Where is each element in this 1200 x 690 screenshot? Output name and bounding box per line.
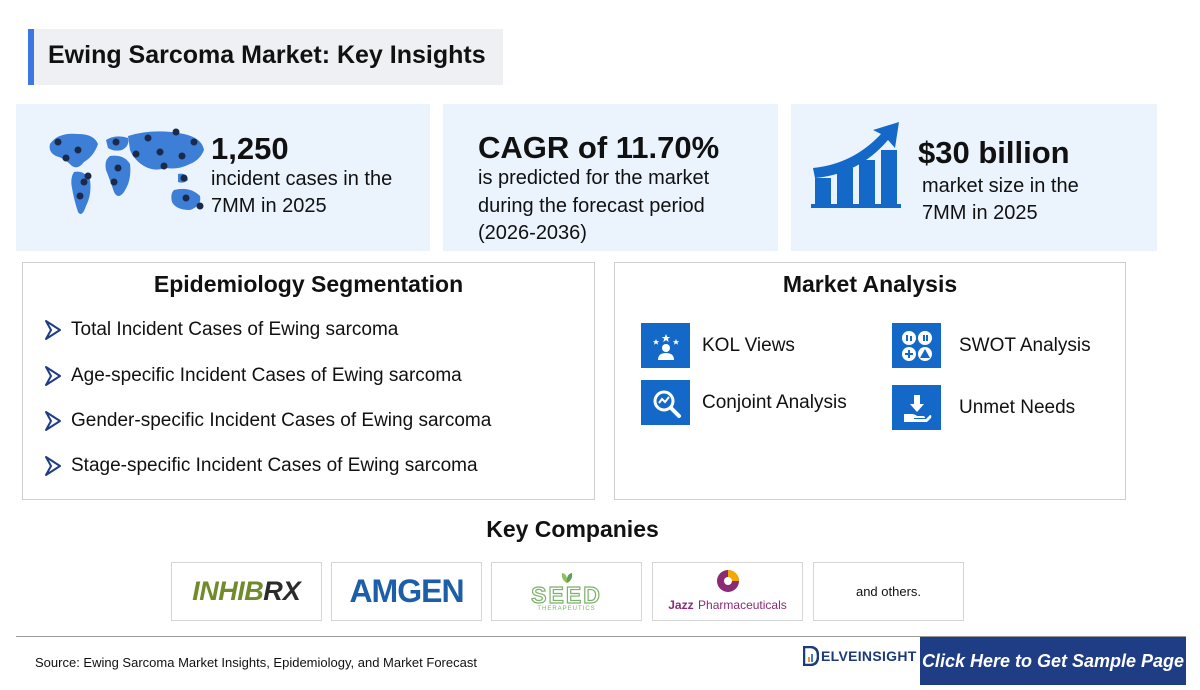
- epidemiology-item-label: Age-specific Incident Cases of Ewing sar…: [71, 365, 462, 386]
- company-logo-seed: SEED THERAPEUTICS: [491, 562, 642, 621]
- unmet-needs-icon: [892, 385, 941, 430]
- source-note: Source: Ewing Sarcoma Market Insights, E…: [35, 655, 477, 670]
- swot-icon: [892, 323, 941, 368]
- kpi-incident-cases: 1,250 incident cases in the 7MM in 2025: [16, 104, 430, 251]
- epidemiology-item-label: Gender-specific Incident Cases of Ewing …: [71, 410, 492, 431]
- incident-cases-line2: 7MM in 2025: [211, 195, 327, 217]
- market-size-value: $30 billion: [918, 135, 1070, 170]
- cagr-value: CAGR of 11.70%: [478, 130, 720, 165]
- chevron-right-icon: [45, 320, 61, 340]
- seed-leaf-icon: [561, 572, 572, 583]
- footer-divider: [16, 636, 1186, 637]
- delveinsight-name: ELVEINSIGHT: [821, 648, 917, 664]
- cagr-line1: is predicted for the market: [478, 167, 710, 189]
- inhibrx-logo-mark: INHIB: [192, 576, 264, 606]
- kol-icon: [641, 323, 690, 368]
- company-logo-jazz: Jazz Pharmaceuticals: [652, 562, 803, 621]
- market-item-label: Unmet Needs: [959, 396, 1076, 418]
- market-item-swot: SWOT Analysis: [892, 323, 1091, 368]
- chevron-right-icon: [45, 411, 61, 431]
- company-others: and others.: [813, 562, 964, 621]
- market-item-label: KOL Views: [702, 334, 795, 356]
- list-item: Stage-specific Incident Cases of Ewing s…: [43, 451, 478, 481]
- growth-bar-chart-icon: [811, 122, 901, 208]
- incident-cases-value: 1,250: [211, 131, 289, 166]
- market-item-unmet-needs: Unmet Needs: [892, 385, 1075, 430]
- world-map-icon: [49, 128, 204, 214]
- seed-logo-text: SEED: [531, 581, 602, 608]
- title-banner: Ewing Sarcoma Market: Key Insights: [28, 29, 503, 85]
- incident-cases-line1: incident cases in the: [211, 168, 393, 190]
- jazz-logo-icon: [716, 570, 739, 592]
- market-item-kol: KOL Views: [641, 323, 795, 368]
- market-size-line1: market size in the: [922, 175, 1079, 197]
- epidemiology-item-label: Stage-specific Incident Cases of Ewing s…: [71, 455, 478, 476]
- chevron-right-icon: [45, 366, 61, 386]
- market-analysis-heading: Market Analysis: [782, 271, 958, 297]
- page-title: Ewing Sarcoma Market: Key Insights: [48, 41, 486, 69]
- epidemiology-panel: Epidemiology Segmentation Total Incident…: [22, 262, 595, 500]
- cagr-line3: (2026-2036): [478, 222, 587, 244]
- company-logo-inhibrx: INHIB RX: [171, 562, 322, 621]
- delveinsight-d-icon: [803, 646, 819, 666]
- epidemiology-heading: Epidemiology Segmentation: [153, 271, 464, 297]
- jazz-logo-brand: Jazz: [668, 598, 694, 612]
- epidemiology-item-label: Total Incident Cases of Ewing sarcoma: [71, 319, 399, 340]
- list-item: Total Incident Cases of Ewing sarcoma: [43, 315, 398, 345]
- list-item: Gender-specific Incident Cases of Ewing …: [43, 406, 491, 436]
- seed-logo-sub: THERAPEUTICS: [537, 605, 596, 612]
- inhibrx-logo-suffix: RX: [263, 576, 301, 606]
- kpi-market-size: $30 billion market size in the 7MM in 20…: [791, 104, 1157, 251]
- company-logo-amgen: AMGEN: [331, 562, 482, 621]
- key-companies-heading: Key Companies: [486, 516, 659, 542]
- amgen-logo-text: AMGEN: [349, 573, 464, 609]
- kpi-cagr: CAGR of 11.70% is predicted for the mark…: [443, 104, 778, 251]
- delveinsight-logo: ELVEINSIGHT: [803, 646, 917, 666]
- market-item-label: Conjoint Analysis: [702, 391, 847, 413]
- market-item-label: SWOT Analysis: [959, 334, 1091, 356]
- jazz-logo-rest: Pharmaceuticals: [698, 598, 787, 612]
- cagr-line2: during the forecast period: [478, 195, 705, 217]
- list-item: Age-specific Incident Cases of Ewing sar…: [43, 361, 462, 391]
- chevron-right-icon: [45, 456, 61, 476]
- sample-page-button[interactable]: Click Here to Get Sample Page: [920, 637, 1186, 685]
- market-analysis-panel: Market Analysis KOL Views: [614, 262, 1126, 500]
- conjoint-analysis-icon: [641, 380, 690, 425]
- market-size-line2: 7MM in 2025: [922, 202, 1038, 224]
- market-item-conjoint: Conjoint Analysis: [641, 380, 847, 425]
- others-label: and others.: [855, 584, 922, 599]
